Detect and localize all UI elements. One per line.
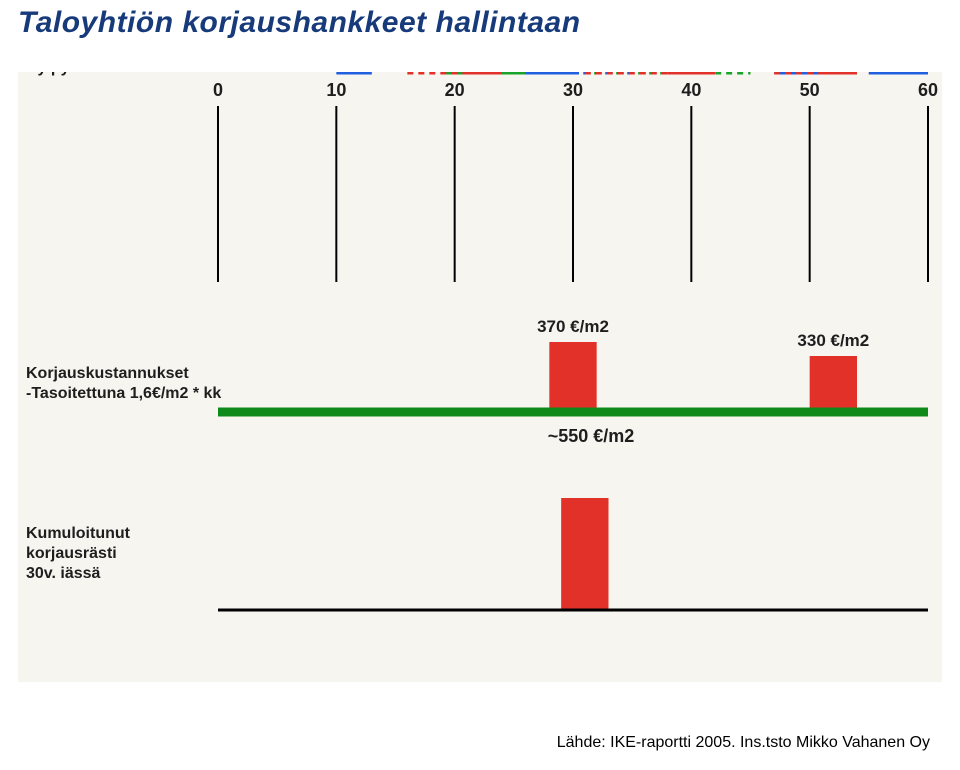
svg-text:30: 30	[563, 80, 583, 100]
chart-svg: 0102030405060PutkistoJulkisivutParvekkee…	[18, 72, 942, 682]
svg-text:370 €/m2: 370 €/m2	[537, 317, 609, 336]
svg-text:50: 50	[800, 80, 820, 100]
svg-text:40: 40	[681, 80, 701, 100]
svg-text:Kumuloitunut: Kumuloitunut	[26, 525, 131, 542]
page-title: Taloyhtiön korjaushankkeet hallintaan	[18, 6, 581, 40]
svg-text:~550 €/m2: ~550 €/m2	[548, 426, 635, 446]
cost-bar	[810, 356, 857, 412]
source-caption: Lähde: IKE-raportti 2005. Ins.tsto Mikko…	[557, 734, 930, 752]
cumul-bar	[561, 498, 608, 610]
svg-text:10: 10	[326, 80, 346, 100]
chart-area: 0102030405060PutkistoJulkisivutParvekkee…	[18, 72, 942, 682]
cost-bar	[549, 342, 596, 412]
svg-text:-Tasoitettuna 1,6€/m2 * kk: -Tasoitettuna 1,6€/m2 * kk	[26, 385, 221, 402]
svg-text:30v. iässä: 30v. iässä	[26, 565, 101, 582]
svg-text:0: 0	[213, 80, 223, 100]
svg-text:Kylpyhuoneet: Kylpyhuoneet	[26, 72, 132, 76]
svg-text:60: 60	[918, 80, 938, 100]
svg-text:330 €/m2: 330 €/m2	[797, 331, 869, 350]
svg-text:korjausrästi: korjausrästi	[26, 545, 117, 562]
svg-text:Korjauskustannukset: Korjauskustannukset	[26, 365, 189, 382]
svg-text:20: 20	[445, 80, 465, 100]
